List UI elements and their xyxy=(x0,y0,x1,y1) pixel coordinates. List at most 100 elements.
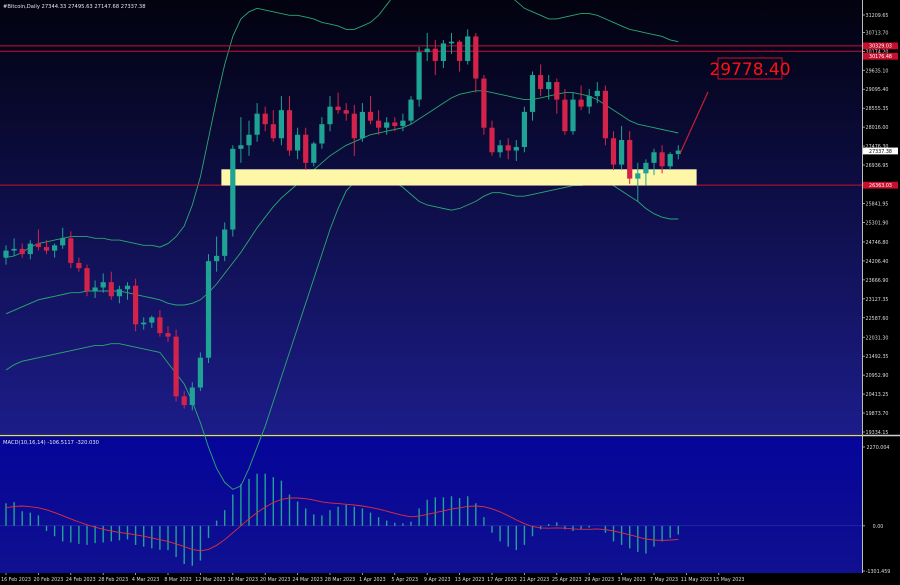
candle xyxy=(602,85,608,146)
candle xyxy=(319,117,325,149)
candle xyxy=(295,127,301,160)
candle-body xyxy=(440,43,446,61)
time-tick-label: 5 Apr 2023 xyxy=(391,577,418,583)
candle xyxy=(546,75,552,100)
candle-body xyxy=(562,99,568,132)
price-tick-label: 19334.15 xyxy=(866,430,889,436)
price-tick-label: 29635.10 xyxy=(866,68,889,74)
price-tick-label: 22031.30 xyxy=(866,335,889,341)
candle xyxy=(19,243,25,258)
symbol-header: #Bitcoin,Daily 27344.33 27495.63 27147.6… xyxy=(3,4,146,10)
time-tick-label: 16 Mar 2023 xyxy=(228,577,258,583)
time-tick-label: 8 Mar 2023 xyxy=(164,577,191,583)
price-tag-label: 30176.48 xyxy=(869,54,892,60)
candle-body xyxy=(116,289,122,297)
time-tick-label: 29 Apr 2023 xyxy=(584,577,614,583)
candle-body xyxy=(416,52,422,100)
price-tick-label: 31209.65 xyxy=(866,13,889,19)
candle xyxy=(286,96,293,156)
time-tick-label: 1 Apr 2023 xyxy=(359,577,386,583)
candle xyxy=(76,257,82,272)
candle xyxy=(659,145,665,174)
price-tick-label: 20413.25 xyxy=(866,392,889,398)
candle xyxy=(181,391,187,409)
time-tick-label: 17 Apr 2023 xyxy=(487,577,517,583)
candle-body xyxy=(651,152,657,163)
candle-body xyxy=(222,229,228,256)
candle xyxy=(521,106,527,153)
time-tick-label: 7 May 2023 xyxy=(650,577,678,583)
candle-body xyxy=(432,48,438,61)
price-tick-label: 28016.00 xyxy=(866,125,889,131)
candle-body xyxy=(554,82,560,100)
candle-body xyxy=(521,111,527,148)
candle-body xyxy=(205,261,212,358)
time-tick-label: 13 Apr 2023 xyxy=(455,577,485,583)
price-tick-label: 30713.70 xyxy=(866,30,889,36)
macd-signal-line xyxy=(5,497,679,552)
candle-body xyxy=(311,143,317,163)
candle-body xyxy=(513,147,519,151)
candle-body xyxy=(197,357,203,388)
candle-body xyxy=(286,110,293,151)
candle-body xyxy=(27,243,33,255)
candle xyxy=(92,280,98,299)
candle xyxy=(149,315,155,328)
candle xyxy=(424,32,430,61)
price-tag-box xyxy=(863,52,898,60)
candle-body xyxy=(667,154,673,167)
time-tick-label: 20 Mar 2023 xyxy=(260,577,290,583)
candle-body xyxy=(295,134,301,151)
candle xyxy=(52,243,58,258)
price-level-tags: 30329.03 30176.48 27337.38 26363.03 xyxy=(863,42,898,189)
candle-body xyxy=(448,41,455,44)
price-tick-label: 23666.90 xyxy=(866,278,889,284)
candle-body xyxy=(92,287,98,291)
price-tick-label: 20952.90 xyxy=(866,373,889,379)
candle xyxy=(392,117,398,132)
candle xyxy=(408,96,414,125)
candle xyxy=(643,159,649,186)
candle xyxy=(3,245,9,265)
candle xyxy=(562,89,568,135)
price-tick-label: 25841.95 xyxy=(866,201,889,207)
candle-body xyxy=(327,106,333,125)
time-tick-label: 11 May 2023 xyxy=(681,577,712,583)
candle-body xyxy=(246,134,252,146)
candle-body xyxy=(230,148,236,230)
price-tag-label: 30329.03 xyxy=(869,44,892,50)
candle xyxy=(416,46,422,107)
candle xyxy=(116,285,122,304)
candle-body xyxy=(100,282,106,288)
macd-header: MACD(10,16,14) -106.5117 -320.030 xyxy=(3,440,99,446)
candle-body xyxy=(68,238,74,263)
candle xyxy=(343,103,349,121)
time-tick-label: 9 Apr 2023 xyxy=(424,577,451,583)
candle-body xyxy=(165,333,171,337)
candle xyxy=(473,32,479,93)
support-zone xyxy=(221,169,697,186)
price-tick-label: 28555.35 xyxy=(866,106,889,112)
candle-body xyxy=(181,396,187,406)
macd-axis-ticks: 2270.004 0.00 -1301.459 xyxy=(862,445,890,575)
candle-body xyxy=(384,122,390,128)
candle xyxy=(578,85,584,111)
price-tick-label: 29095.40 xyxy=(866,87,889,93)
time-tick-label: 28 Mar 2023 xyxy=(325,577,355,583)
price-tick-label: 25301.90 xyxy=(866,220,889,226)
candle-body xyxy=(3,250,9,258)
price-tick-label: 26936.95 xyxy=(866,163,889,169)
candle-body xyxy=(546,82,552,90)
candle-body xyxy=(627,139,633,179)
candle-body xyxy=(351,113,357,139)
candle xyxy=(384,117,390,135)
candle xyxy=(351,104,357,156)
candle xyxy=(197,352,203,392)
candle xyxy=(165,326,171,342)
time-tick-label: 12 Mar 2023 xyxy=(195,577,225,583)
price-tag-box xyxy=(863,147,898,155)
candle xyxy=(157,310,163,337)
candle-body xyxy=(303,134,309,163)
candle-body xyxy=(594,90,600,97)
time-tick-label: 24 Feb 2023 xyxy=(66,577,96,583)
